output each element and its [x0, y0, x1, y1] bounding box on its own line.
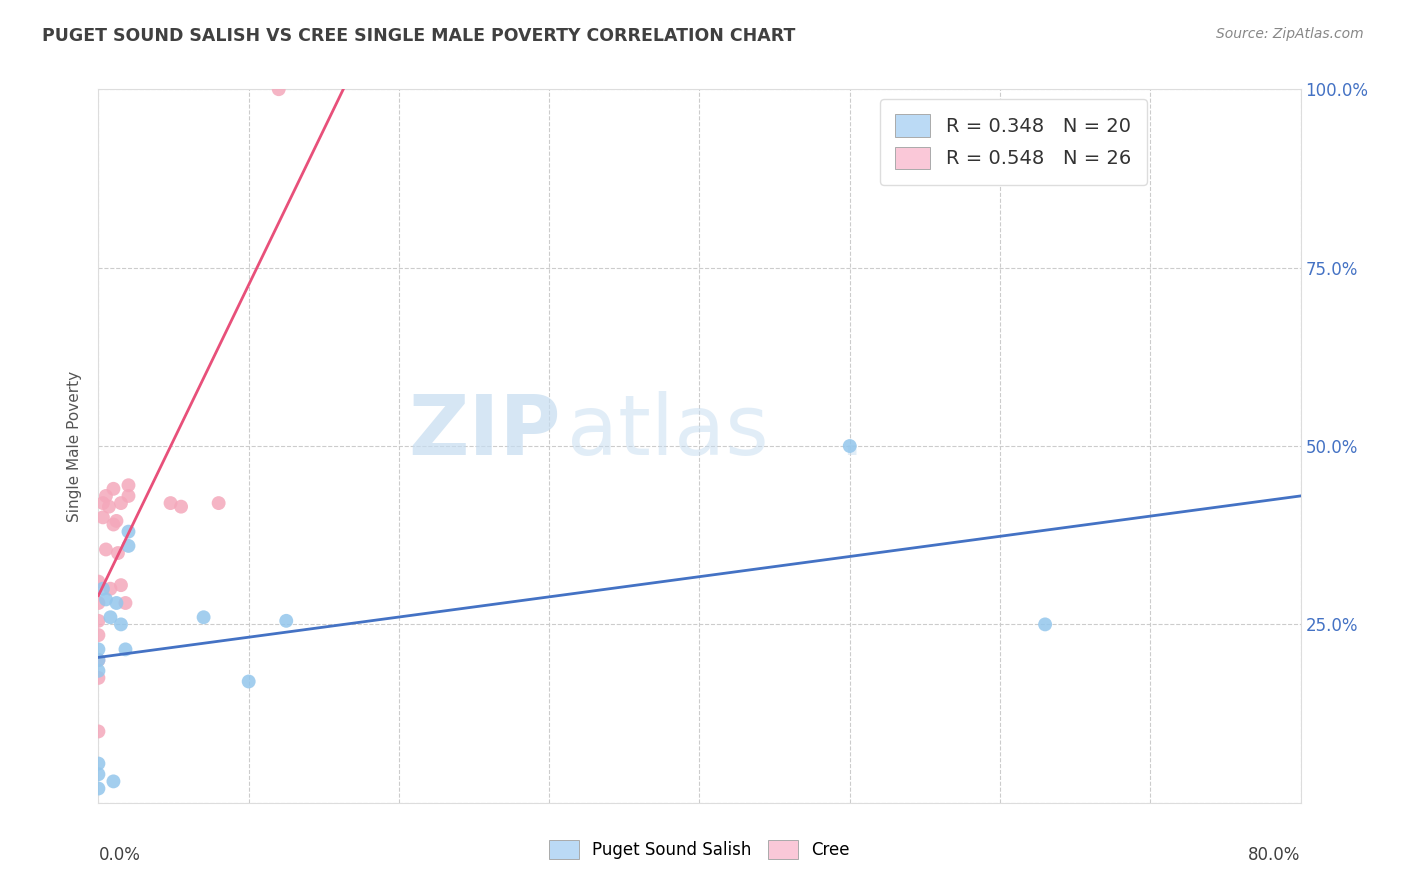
Point: [838, 439, 860, 453]
Point: [208, 496, 231, 510]
Text: PUGET SOUND SALISH VS CREE SINGLE MALE POVERTY CORRELATION CHART: PUGET SOUND SALISH VS CREE SINGLE MALE P…: [42, 27, 796, 45]
Point: [110, 617, 132, 632]
Point: [87, 596, 110, 610]
Point: [87, 664, 110, 678]
Point: [117, 524, 139, 539]
Point: [107, 546, 129, 560]
Point: [105, 514, 128, 528]
Text: .: .: [838, 392, 865, 472]
Point: [87, 724, 110, 739]
Point: [91, 510, 114, 524]
Point: [117, 539, 139, 553]
Point: [87, 781, 110, 796]
Point: [193, 610, 215, 624]
Point: [91, 496, 114, 510]
Point: [87, 653, 110, 667]
Point: [117, 489, 139, 503]
Text: ZIP: ZIP: [409, 392, 561, 472]
Point: [103, 517, 125, 532]
Point: [103, 774, 125, 789]
Point: [94, 542, 117, 557]
Point: [100, 582, 122, 596]
Point: [87, 671, 110, 685]
Point: [94, 489, 117, 503]
Point: [97, 500, 120, 514]
Point: [110, 496, 132, 510]
Point: [170, 500, 193, 514]
Legend: Puget Sound Salish, Cree: Puget Sound Salish, Cree: [543, 833, 856, 866]
Point: [238, 674, 260, 689]
Y-axis label: Single Male Poverty: Single Male Poverty: [67, 370, 83, 522]
Point: [87, 628, 110, 642]
Point: [87, 614, 110, 628]
Point: [87, 767, 110, 781]
Text: atlas: atlas: [567, 392, 769, 472]
Point: [103, 482, 125, 496]
Text: 0.0%: 0.0%: [98, 846, 141, 863]
Point: [87, 642, 110, 657]
Point: [87, 653, 110, 667]
Text: 80.0%: 80.0%: [1249, 846, 1301, 863]
Point: [114, 642, 136, 657]
Point: [276, 614, 298, 628]
Point: [87, 756, 110, 771]
Point: [94, 592, 117, 607]
Point: [110, 578, 132, 592]
Point: [87, 574, 110, 589]
Point: [105, 596, 128, 610]
Point: [117, 478, 139, 492]
Point: [267, 82, 290, 96]
Point: [159, 496, 181, 510]
Point: [100, 610, 122, 624]
Point: [91, 582, 114, 596]
Point: [1033, 617, 1056, 632]
Point: [114, 596, 136, 610]
Text: Source: ZipAtlas.com: Source: ZipAtlas.com: [1216, 27, 1364, 41]
